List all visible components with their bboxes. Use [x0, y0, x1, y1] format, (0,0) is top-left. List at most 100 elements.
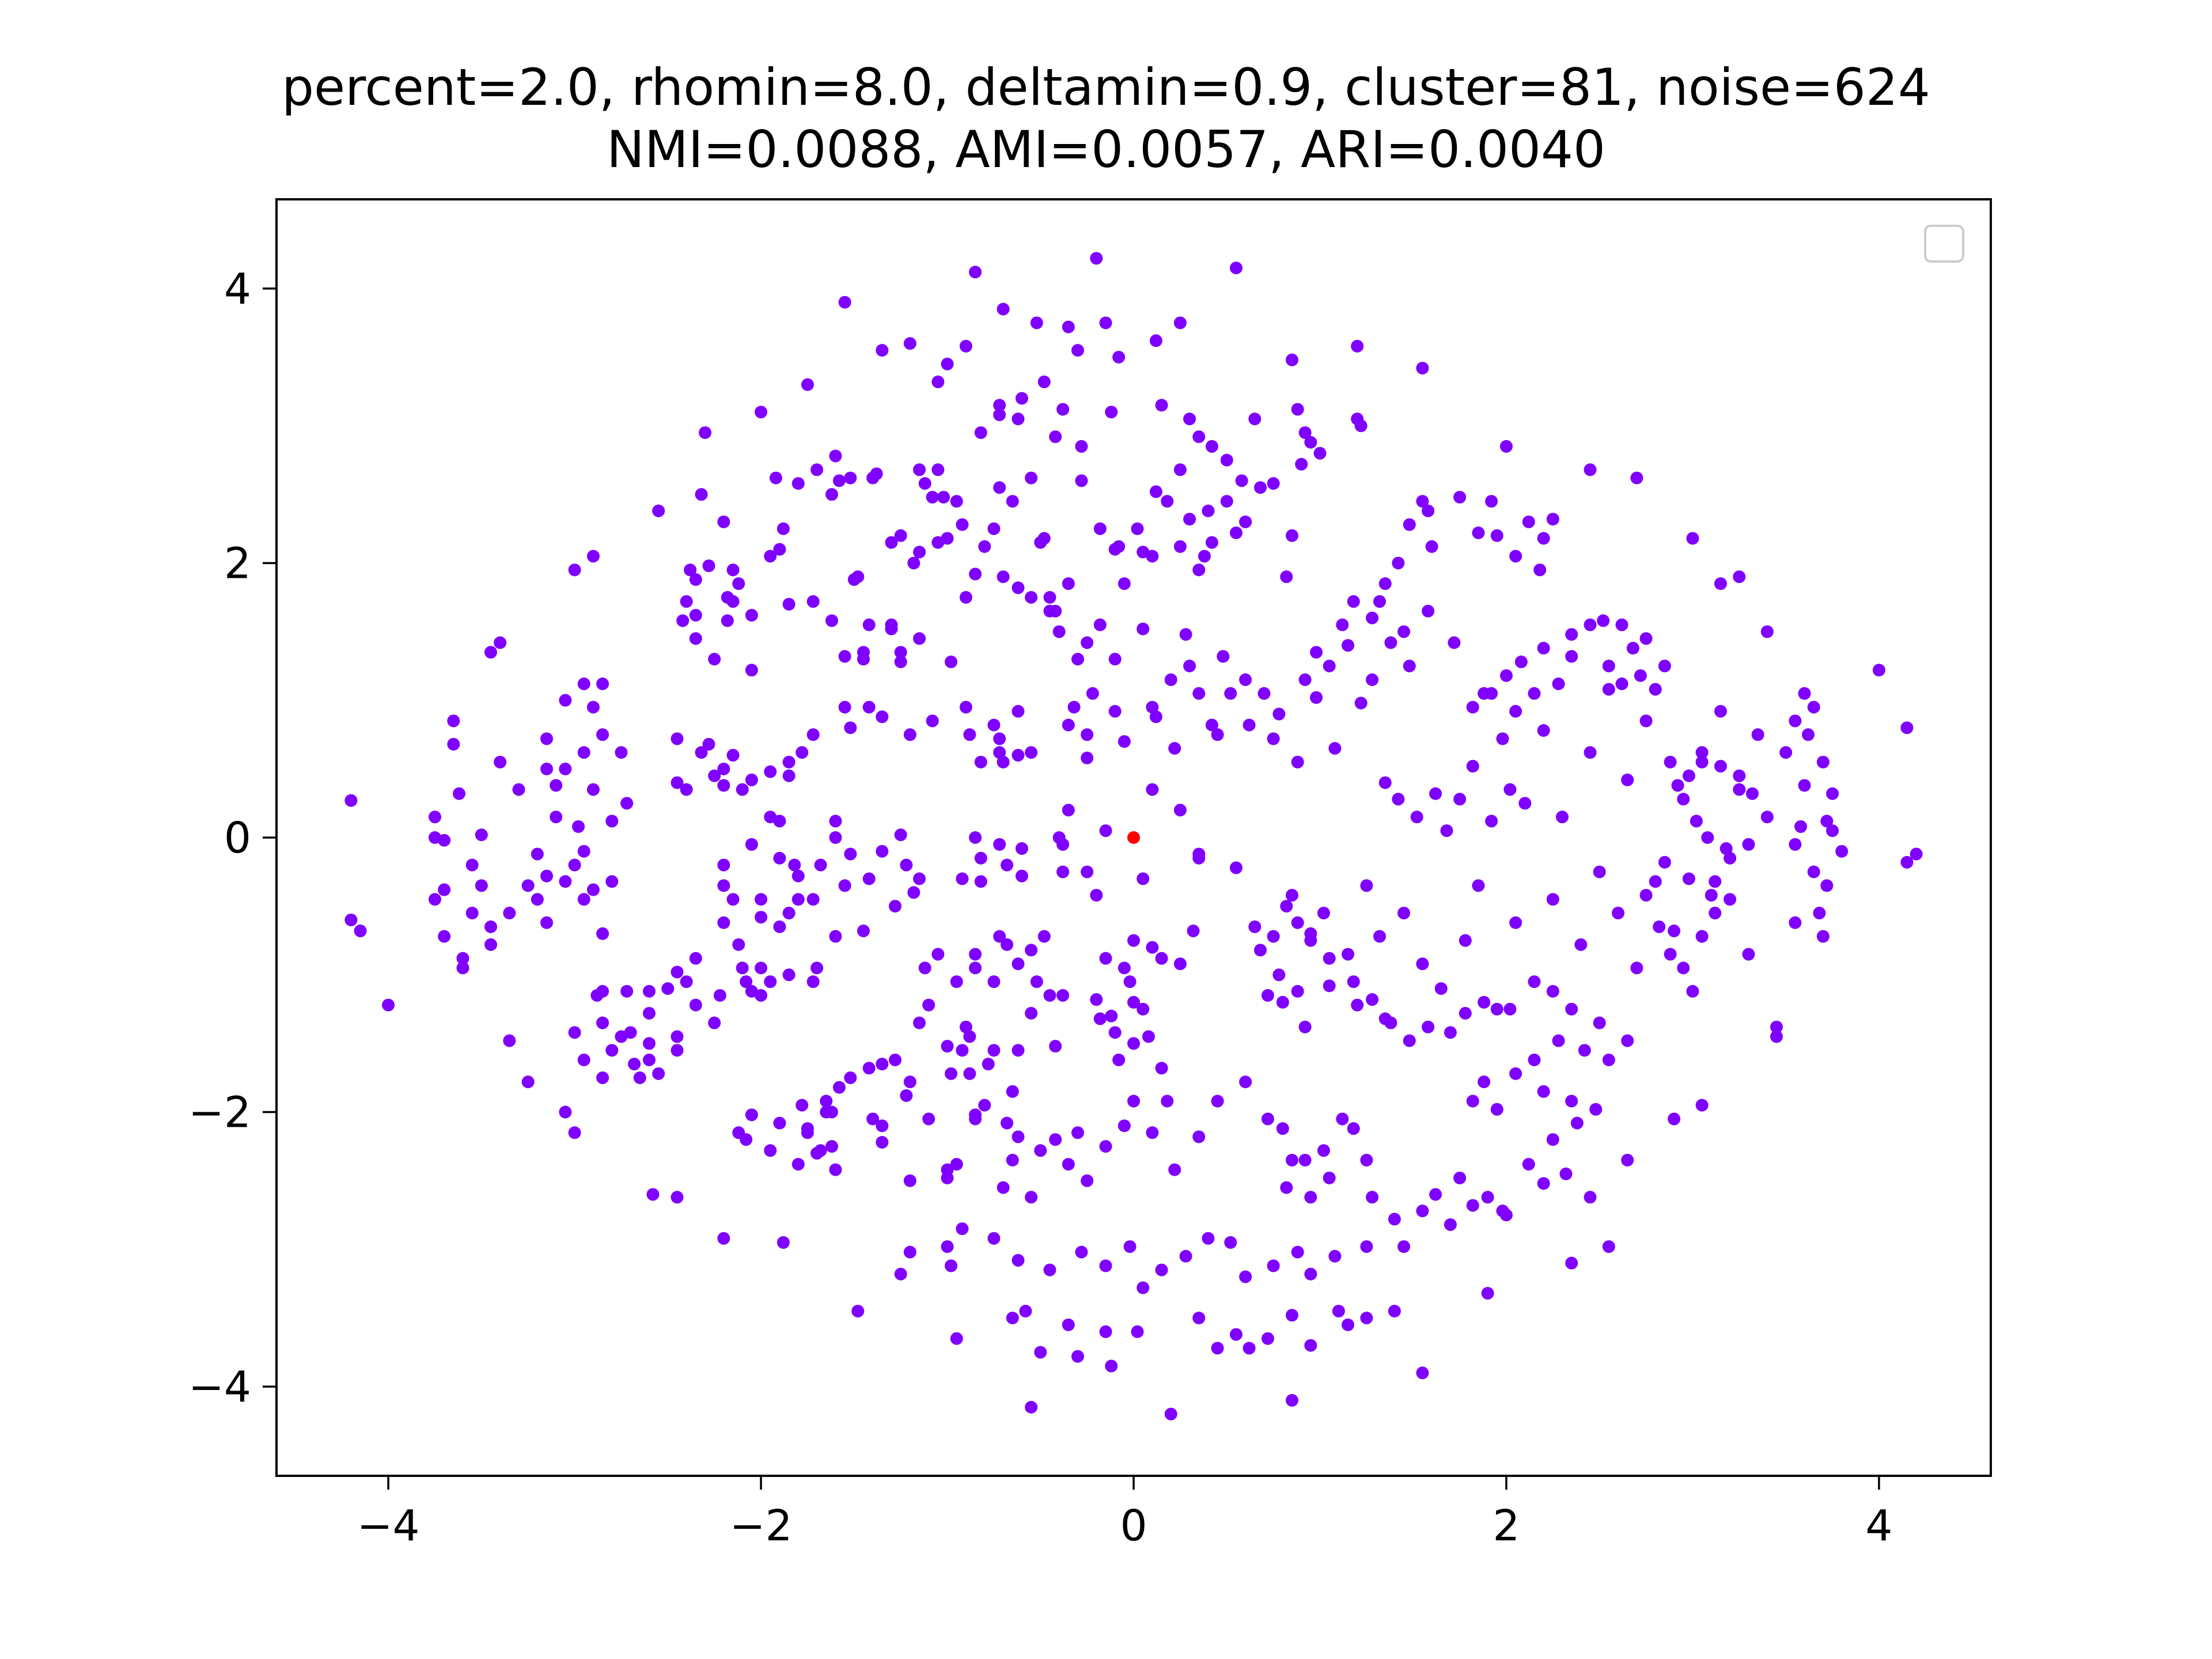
data-point	[1146, 941, 1159, 954]
data-point	[937, 491, 950, 504]
data-point	[1131, 1325, 1144, 1338]
data-point	[796, 1099, 809, 1112]
data-point	[717, 762, 730, 775]
data-point	[484, 920, 497, 933]
data-point	[1522, 1158, 1535, 1171]
data-point	[1261, 1112, 1274, 1126]
data-point	[1298, 1020, 1312, 1033]
data-point	[1528, 975, 1541, 988]
data-point	[1323, 979, 1336, 993]
data-point	[745, 664, 758, 677]
data-point	[1025, 1191, 1038, 1204]
data-point	[755, 893, 768, 906]
data-point	[1112, 351, 1126, 364]
data-point	[1416, 495, 1429, 508]
data-point	[1466, 760, 1479, 773]
data-point	[1220, 453, 1233, 467]
data-point	[596, 1016, 609, 1029]
data-point	[1448, 636, 1461, 649]
data-point	[628, 1058, 641, 1071]
data-point	[1342, 1318, 1354, 1331]
data-point	[559, 1105, 572, 1119]
data-point	[568, 858, 581, 872]
data-point	[1533, 563, 1547, 577]
data-point	[1034, 1144, 1047, 1157]
data-point	[918, 477, 931, 490]
data-point	[1062, 804, 1075, 817]
data-point	[1794, 820, 1808, 833]
data-point	[671, 1044, 684, 1057]
data-point	[1056, 865, 1070, 878]
x-tick-label: −2	[729, 1501, 792, 1551]
data-point	[708, 1016, 721, 1029]
data-point	[941, 357, 954, 370]
data-point	[1075, 474, 1088, 487]
data-point	[1742, 838, 1755, 851]
data-point	[494, 636, 507, 649]
data-point	[428, 810, 441, 824]
data-point	[568, 1126, 581, 1139]
data-point	[903, 337, 916, 350]
data-point	[1012, 1253, 1025, 1267]
data-point	[1108, 704, 1122, 718]
data-point	[1248, 412, 1262, 426]
data-point	[1816, 930, 1830, 943]
data-point	[1813, 907, 1826, 920]
data-point	[814, 858, 827, 872]
data-point	[1639, 889, 1653, 902]
data-point	[978, 1099, 991, 1112]
data-point	[913, 632, 926, 645]
data-point	[773, 851, 786, 865]
data-point	[447, 737, 460, 751]
data-point	[987, 1044, 1001, 1057]
data-point	[814, 1144, 827, 1157]
data-point	[717, 515, 730, 528]
data-point	[1093, 522, 1107, 535]
data-point	[1298, 426, 1312, 440]
data-point	[1149, 485, 1162, 498]
data-point	[1466, 1094, 1479, 1108]
data-point	[764, 765, 777, 778]
data-point	[982, 1058, 995, 1071]
data-point	[1118, 735, 1131, 748]
data-point	[1584, 463, 1597, 476]
data-point	[1336, 618, 1349, 631]
data-point	[782, 769, 796, 782]
data-point	[1466, 1199, 1479, 1212]
data-point	[1229, 861, 1243, 874]
data-point	[1354, 696, 1368, 710]
data-point	[1001, 1116, 1014, 1130]
data-point	[1388, 1305, 1401, 1318]
data-point	[1733, 783, 1746, 796]
data-point	[1317, 1144, 1330, 1157]
data-point	[1565, 1002, 1578, 1016]
data-point	[1081, 1174, 1094, 1187]
data-point	[1770, 1020, 1783, 1033]
data-point	[1597, 614, 1610, 627]
data-point	[1090, 889, 1103, 902]
data-point	[832, 1081, 846, 1094]
data-point	[1037, 375, 1051, 388]
data-point	[1257, 687, 1271, 700]
data-point	[1291, 403, 1304, 416]
data-point	[1155, 1062, 1168, 1075]
data-point	[1099, 824, 1112, 838]
data-point	[1584, 746, 1597, 759]
data-point	[1173, 463, 1187, 476]
data-point	[829, 930, 842, 943]
data-point	[559, 875, 572, 888]
data-point	[829, 1163, 842, 1176]
data-point	[1304, 1191, 1317, 1204]
data-point	[777, 1236, 790, 1249]
data-point	[1384, 636, 1397, 649]
data-point	[1621, 1034, 1634, 1047]
data-point	[382, 998, 395, 1012]
data-point	[1416, 1366, 1429, 1380]
data-point	[1626, 642, 1639, 655]
data-point	[1071, 1350, 1084, 1363]
data-point	[1509, 1067, 1522, 1080]
data-point	[1043, 989, 1056, 1002]
data-point	[1086, 687, 1099, 700]
data-point	[1137, 622, 1150, 635]
data-point	[745, 773, 758, 786]
